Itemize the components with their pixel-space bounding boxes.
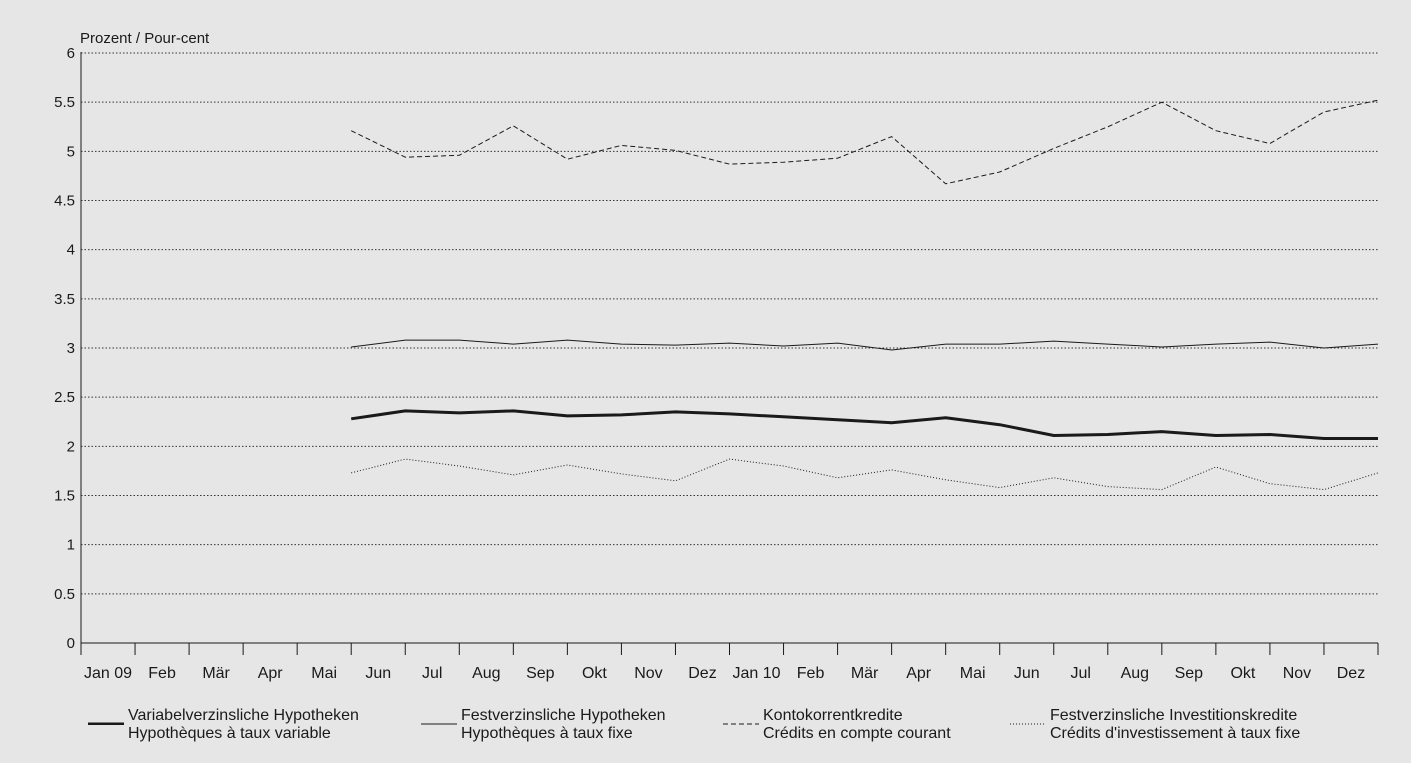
y-tick-label: 1 bbox=[67, 537, 75, 554]
y-tick-label: 0.5 bbox=[54, 586, 75, 603]
x-tick-label: Okt bbox=[582, 665, 607, 682]
legend-label-fr: Crédits d'investissement à taux fixe bbox=[1050, 725, 1301, 742]
x-tick-label: Sep bbox=[1175, 665, 1204, 682]
legend-label-fr: Crédits en compte courant bbox=[763, 725, 951, 742]
x-tick-label: Feb bbox=[148, 665, 176, 682]
x-tick-label: Dez bbox=[688, 665, 716, 682]
x-tick-label: Mai bbox=[311, 665, 337, 682]
y-tick-label: 2.5 bbox=[54, 389, 75, 406]
series-lines bbox=[350, 99, 1379, 491]
x-tick-label: Nov bbox=[1283, 665, 1311, 682]
y-tick-label: 3 bbox=[67, 340, 75, 357]
legend-item: Variabelverzinsliche Hypotheken Hypothèqu… bbox=[88, 707, 359, 743]
series-line-3 bbox=[350, 99, 1379, 185]
x-tick-label: Aug bbox=[472, 665, 500, 682]
x-tick-label: Aug bbox=[1121, 665, 1149, 682]
legend-label: Festverzinsliche Investitionskredite bbox=[1050, 707, 1298, 724]
legend-label: Festverzinsliche Hypotheken bbox=[461, 707, 666, 724]
series-line-4 bbox=[351, 458, 1379, 491]
x-tick-label: Sep bbox=[526, 665, 555, 682]
x-tick-label: Mär bbox=[202, 665, 230, 682]
legend-item: Festverzinsliche Hypotheken Hypothèques à… bbox=[421, 707, 666, 743]
legend-label: Kontokorrentkredite bbox=[763, 707, 903, 724]
x-tick-label: Nov bbox=[634, 665, 662, 682]
y-tick-label: 3.5 bbox=[54, 291, 75, 308]
legend-label-fr: Hypothèques à taux fixe bbox=[461, 725, 633, 742]
y-tick-label: 5 bbox=[67, 143, 75, 160]
x-axis-ticks: Jan 09 Feb Mär Apr Mai Jun Jul Aug Sep Okt Nov Dez J… bbox=[80, 643, 1379, 682]
x-tick-label: Mär bbox=[851, 665, 879, 682]
x-tick-label: Jan 09 bbox=[84, 665, 132, 682]
y-tick-label: 2 bbox=[67, 438, 75, 455]
y-tick-label: 4 bbox=[67, 242, 75, 259]
y-tick-label: 6 bbox=[67, 45, 75, 62]
series-line-1 bbox=[350, 409, 1378, 440]
x-tick-label: Okt bbox=[1230, 665, 1255, 682]
y-axis-title: Prozent / Pour-cent bbox=[80, 30, 210, 47]
x-tick-label: Feb bbox=[797, 665, 825, 682]
x-tick-label: Jul bbox=[1071, 665, 1091, 682]
y-tick-label: 0 bbox=[67, 635, 75, 652]
legend-item: Kontokorrentkredite Crédits en compte cou… bbox=[723, 707, 951, 743]
legend-item: Festverzinsliche Investitionskredite Créd… bbox=[1010, 707, 1300, 743]
gridlines bbox=[81, 52, 1378, 595]
legend-swatch bbox=[421, 707, 457, 725]
x-tick-label: Jan 10 bbox=[732, 665, 780, 682]
x-tick-label: Apr bbox=[258, 665, 284, 682]
x-tick-label: Jun bbox=[365, 665, 391, 682]
legend-swatch bbox=[88, 707, 124, 725]
legend-swatch bbox=[723, 707, 759, 725]
y-tick-label: 1.5 bbox=[54, 488, 75, 505]
y-tick-label: 5.5 bbox=[54, 94, 75, 111]
x-tick-label: Jun bbox=[1014, 665, 1040, 682]
legend-label-fr: Hypothèques à taux variable bbox=[128, 725, 331, 742]
y-tick-label: 4.5 bbox=[54, 193, 75, 210]
y-axis-ticks: 0 0.5 1 1.5 2 2.5 3 3.5 4 4.5 5 5.5 6 bbox=[54, 45, 75, 652]
x-tick-label: Dez bbox=[1337, 665, 1365, 682]
legend-label: Variabelverzinsliche Hypotheken bbox=[128, 707, 359, 724]
legend-swatch bbox=[1010, 707, 1046, 725]
x-tick-label: Jul bbox=[422, 665, 442, 682]
x-tick-label: Apr bbox=[906, 665, 932, 682]
series-line-2 bbox=[351, 339, 1379, 351]
x-tick-label: Mai bbox=[960, 665, 986, 682]
